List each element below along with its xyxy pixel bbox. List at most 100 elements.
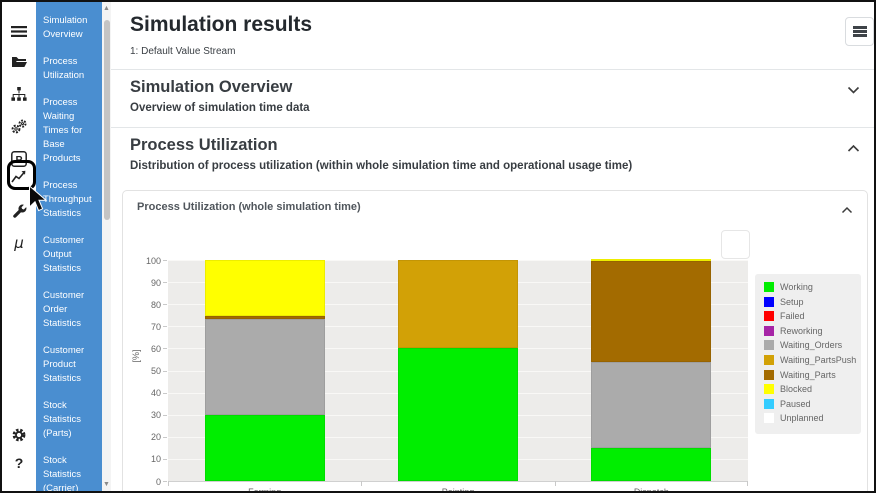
section-process-utilization: Process Utilization Distribution of proc… [111,128,874,428]
page-menu-button[interactable] [845,17,874,46]
y-tick-mark [163,414,167,416]
x-axis-line [168,481,748,482]
page-title: Simulation results [130,13,313,36]
chevron-down-icon[interactable] [847,82,860,100]
nav-item[interactable]: Simulation Overview [43,15,88,40]
mu-icon[interactable]: μ [14,234,24,252]
nav-item[interactable]: Customer Order Statistics [43,290,85,329]
section-title: Process Utilization [130,136,278,154]
y-tick-label: 70 [150,321,161,332]
x-axis-label: Painting [441,487,475,493]
nav-item[interactable]: Customer Product Statistics [43,345,85,384]
y-tick-label: 100 [145,255,161,266]
page-header: Simulation results 1: Default Value Stre… [111,2,874,70]
icon-toolbar: P μ ? [2,2,36,491]
y-tick-mark [163,370,167,372]
y-tick-label: 30 [150,410,161,421]
legend-item[interactable]: Waiting_Parts [764,369,853,380]
legend-label: Setup [780,296,804,307]
nav-scrollbar[interactable]: ▲ ▼ [102,2,111,491]
nav-item[interactable]: Process Waiting Times for Base Products [43,97,83,164]
wrench-icon[interactable] [10,202,28,220]
x-tick-mark [168,481,169,486]
bar-segment-working [591,447,712,481]
chart-legend: Working Setup Failed Reworking Waiting_Order… [755,274,861,434]
legend-item[interactable]: Blocked [764,384,853,395]
y-tick-mark [163,436,167,438]
process-gears-icon[interactable] [10,117,28,135]
results-nav-panel: Simulation Overview Process Utilization Pr… [36,2,102,491]
scroll-up-icon[interactable]: ▲ [103,5,110,12]
chevron-up-icon[interactable] [841,201,853,219]
chart-panel-title: Process Utilization (whole simulation ti… [137,201,361,213]
y-tick-mark [163,304,167,306]
legend-swatch [764,311,774,322]
legend-label: Blocked [780,384,813,395]
y-tick-mark [163,392,167,394]
y-tick-label: 60 [150,343,161,354]
chart-panel: Process Utilization (whole simulation ti… [122,190,868,493]
legend-item[interactable]: Waiting_Orders [764,340,853,351]
legend-item[interactable]: Setup [764,296,853,307]
legend-swatch [764,413,774,424]
nav-item[interactable]: Stock Statistics (Carrier) [43,455,82,491]
y-tick-mark [163,260,167,261]
nav-item[interactable]: Customer Output Statistics [43,235,85,274]
bar-segment-waiting_parts [591,261,712,362]
main-content: Simulation results 1: Default Value Stre… [111,2,874,491]
legend-swatch [764,325,774,336]
bar-segment-working [204,414,325,481]
x-tick-mark [554,481,556,486]
legend-item[interactable]: Unplanned [764,413,853,424]
folder-open-icon[interactable] [10,53,28,71]
section-title: Simulation Overview [130,78,293,96]
bar-segment-waiting_orders [204,318,325,415]
legend-label: Paused [780,398,811,409]
legend-swatch [764,369,774,380]
y-tick-label: 90 [150,277,161,288]
legend-label: Waiting_Parts [780,369,836,380]
legend-item[interactable]: Waiting_PartsPush [764,354,857,365]
legend-label: Unplanned [780,413,824,424]
legend-swatch [764,282,774,292]
legend-swatch [764,384,774,395]
section-subtitle: Distribution of process utilization (wit… [130,160,633,172]
legend-swatch [764,354,774,365]
y-tick-label: 10 [150,454,161,465]
legend-label: Waiting_PartsPush [780,354,857,365]
y-tick-label: 40 [150,388,161,399]
legend-item[interactable]: Paused [764,398,853,409]
help-icon[interactable]: ? [14,455,24,471]
x-axis-label: Dispatch [633,487,669,493]
nav-item[interactable]: Process Utilization [43,56,85,81]
bar-segment-blocked [591,259,712,262]
legend-item[interactable]: Working [764,282,853,292]
y-tick-label: 0 [155,476,161,487]
legend-item[interactable]: Failed [764,311,853,322]
sitemap-icon[interactable] [10,85,28,103]
menu-icon[interactable] [10,22,28,40]
nav-item[interactable]: Process Throughput Statistics [43,180,92,219]
gear-icon[interactable] [10,426,28,444]
bar-segment-blocked [204,260,325,317]
legend-swatch [764,296,774,307]
bar-segment-waiting_orders [591,361,712,448]
chart-context-menu-button[interactable] [721,230,750,259]
legend-swatch [764,398,774,409]
x-axis-label: Forming [248,487,282,493]
legend-item[interactable]: Reworking [764,325,853,336]
nav-item[interactable]: Stock Statistics (Parts) [43,400,82,439]
legend-label: Working [780,282,813,292]
line-chart-icon[interactable] [10,167,28,185]
y-tick-mark [163,458,167,460]
legend-swatch [764,340,774,351]
scroll-down-icon[interactable]: ▼ [103,481,110,488]
bar-segment-waiting_partspush [398,260,518,349]
y-tick-mark [163,282,167,284]
chevron-up-icon[interactable] [847,140,860,158]
legend-label: Reworking [780,325,823,336]
nav-scrollbar-thumb[interactable] [103,20,110,220]
x-tick-mark [361,481,363,486]
y-tick-label: 80 [150,299,161,310]
